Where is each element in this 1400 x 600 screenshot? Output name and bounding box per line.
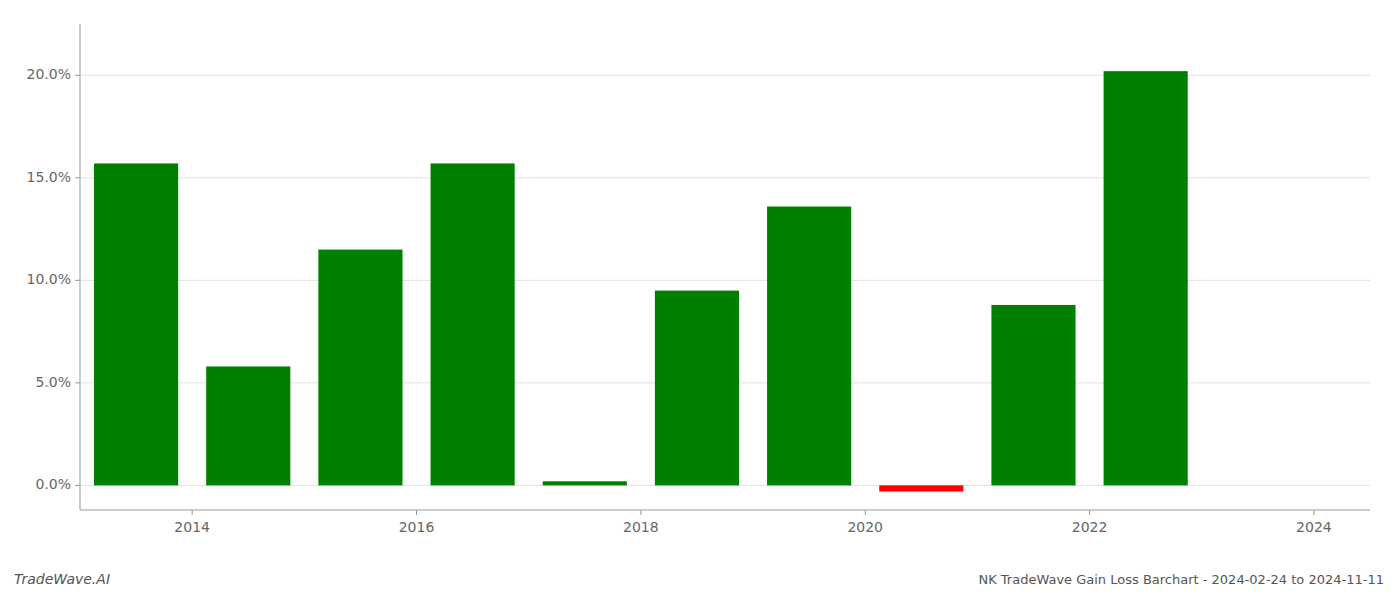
y-tick-label: 10.0%	[27, 271, 71, 287]
x-tick-label: 2016	[399, 519, 435, 535]
x-tick	[192, 510, 193, 515]
y-tick	[75, 382, 80, 383]
y-tick	[75, 280, 80, 281]
bar	[431, 163, 515, 485]
x-tick-label: 2014	[174, 519, 210, 535]
x-tick-label: 2020	[847, 519, 883, 535]
x-tick	[416, 510, 417, 515]
x-axis-line	[80, 510, 1370, 511]
chart-container: 0.0%5.0%10.0%15.0%20.0%20142016201820202…	[0, 0, 1400, 600]
y-tick-label: 5.0%	[35, 374, 71, 390]
y-tick	[75, 485, 80, 486]
x-tick-label: 2018	[623, 519, 659, 535]
x-tick-label: 2024	[1296, 519, 1332, 535]
bar	[318, 250, 402, 486]
x-tick-label: 2022	[1072, 519, 1108, 535]
bar	[655, 291, 739, 486]
chart-title: NK TradeWave Gain Loss Barchart - 2024-0…	[978, 572, 1384, 587]
y-tick-label: 0.0%	[35, 476, 71, 492]
y-tick-label: 20.0%	[27, 66, 71, 82]
bar	[1104, 71, 1188, 485]
x-ticks: 2014 2016 2018 2020 2022 2024	[174, 510, 1331, 535]
watermark: TradeWave.AI	[14, 571, 110, 587]
y-tick	[75, 177, 80, 178]
x-tick	[1089, 510, 1090, 515]
bar	[767, 207, 851, 486]
bar	[1216, 485, 1300, 486]
bar	[991, 305, 1075, 485]
y-tick-label: 15.0%	[27, 169, 71, 185]
x-tick	[1313, 510, 1314, 515]
y-axis-line	[80, 24, 81, 510]
x-tick	[865, 510, 866, 515]
bar	[879, 485, 963, 491]
y-tick-labels: 0.0% 5.0% 10.0% 15.0% 20.0%	[27, 66, 80, 492]
bar	[543, 481, 627, 485]
chart-svg: 0.0%5.0%10.0%15.0%20.0%20142016201820202…	[0, 0, 1400, 600]
y-tick	[75, 75, 80, 76]
bar	[206, 366, 290, 485]
bar	[94, 163, 178, 485]
x-tick	[640, 510, 641, 515]
bars	[94, 71, 1188, 491]
